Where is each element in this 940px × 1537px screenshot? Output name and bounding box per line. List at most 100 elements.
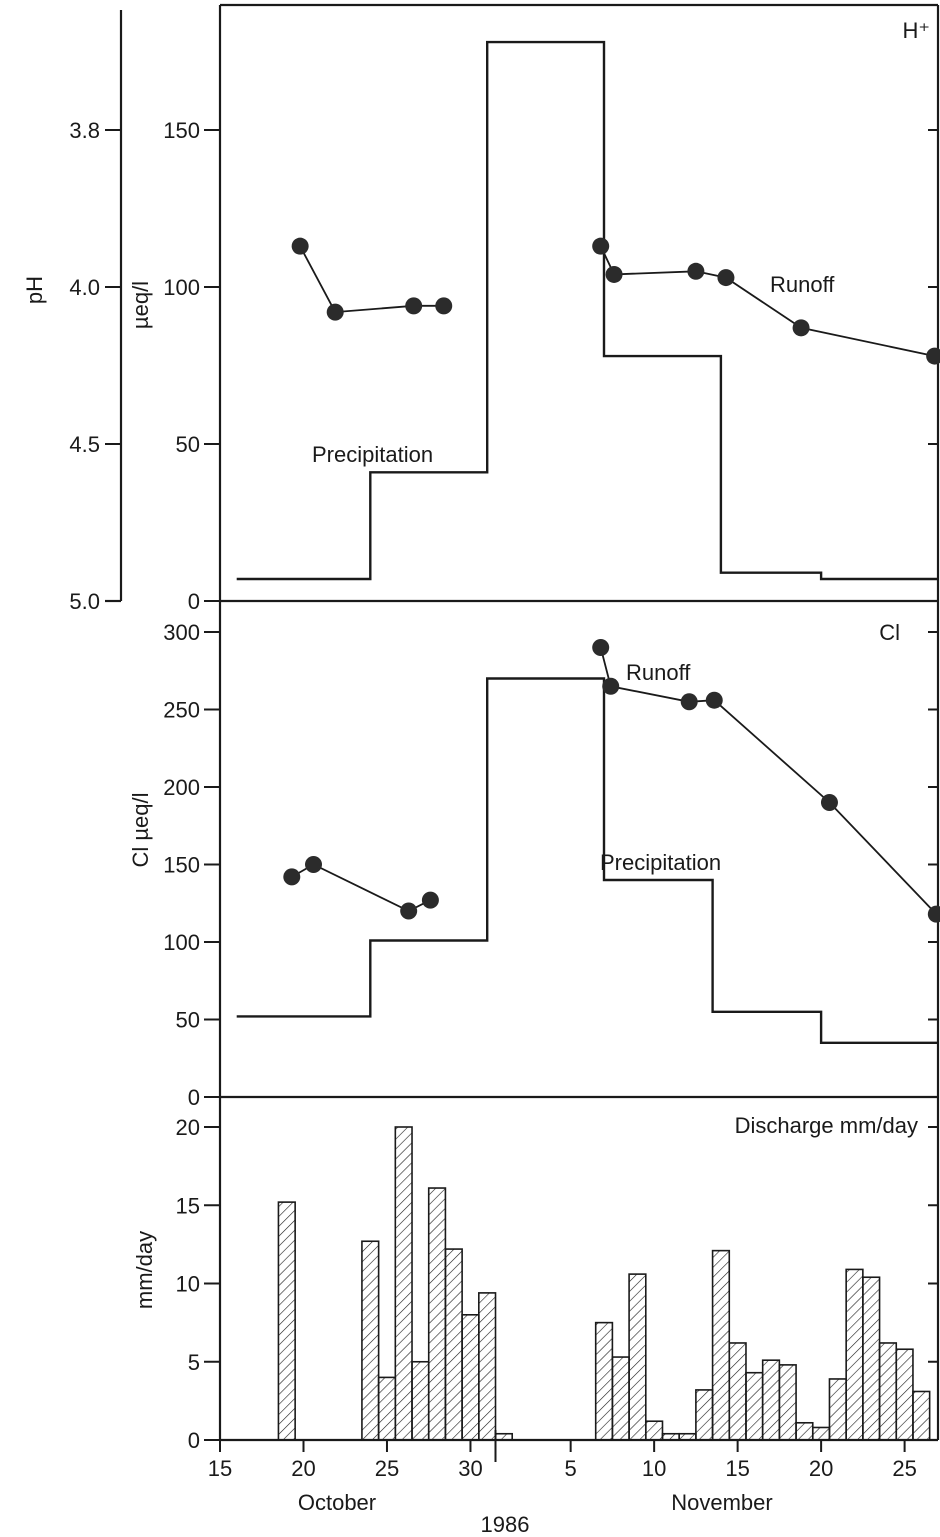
ph-axis-label: pH (22, 276, 47, 304)
cl-y-tick-label: 250 (163, 698, 200, 723)
hplus-runoff-line (299, 245, 444, 314)
cl-y-tick-label: 100 (163, 930, 200, 955)
hplus-runoff-series (291, 237, 940, 365)
frame (105, 3, 940, 1442)
discharge-bar (461, 1314, 480, 1441)
x-axis-ticks: 15 20 25 30 5 10 15 20 25 (208, 1430, 917, 1481)
cl-y-tick-label: 200 (163, 775, 200, 800)
discharge-y-tick-label: 10 (176, 1272, 200, 1297)
x-tick-label: 5 (565, 1456, 577, 1481)
cl-runoff-point (421, 891, 439, 909)
discharge-bar (661, 1432, 680, 1441)
ph-tick-label: 4.5 (69, 432, 100, 457)
ph-tick-label: 5.0 (69, 589, 100, 614)
hplus-runoff-point (405, 297, 423, 315)
cl-runoff-series (283, 639, 940, 923)
month-label-november: November (671, 1490, 772, 1515)
x-tick-label: 25 (375, 1456, 399, 1481)
discharge-bar (828, 1378, 847, 1441)
cl-precipitation-label: Precipitation (600, 850, 721, 875)
discharge-bar (377, 1376, 397, 1441)
cl-y-tick-label: 300 (163, 620, 200, 645)
x-tick-label: 20 (809, 1456, 833, 1481)
discharge-bar (427, 1187, 447, 1441)
ph-tick-label: 3.8 (69, 118, 100, 143)
hplus-runoff-point (926, 347, 940, 365)
discharge-y-tick-label: 0 (188, 1428, 200, 1453)
discharge-bar (795, 1421, 814, 1441)
ph-ticks: 3.8 4.0 4.5 5.0 (69, 118, 121, 614)
discharge-panel-title: Discharge mm/day (735, 1113, 918, 1138)
cl-runoff-point (305, 856, 323, 873)
discharge-bar (277, 1201, 296, 1441)
cl-runoff-point (283, 868, 301, 886)
discharge-bar (394, 1126, 413, 1441)
hplus-y-axis-label: µeq/l (128, 281, 153, 329)
hplus-runoff-point (326, 303, 344, 321)
discharge-bar (845, 1268, 864, 1441)
x-tick-label: 10 (642, 1456, 666, 1481)
cl-runoff-line (291, 863, 431, 913)
year-label: 1986 (481, 1512, 530, 1537)
discharge-bar (695, 1389, 714, 1441)
hplus-y-ticks: 0 50 100 150 (163, 118, 938, 614)
discharge-bar (611, 1356, 630, 1441)
x-tick-label: 30 (458, 1456, 482, 1481)
discharge-panel: 0 5 10 15 20 15 20 25 30 5 10 15 20 25 Discharge mm/… (132, 1113, 938, 1537)
cl-runoff-point (592, 639, 610, 656)
hplus-runoff-label: Runoff (770, 272, 835, 297)
discharge-bar (678, 1432, 697, 1441)
hplus-runoff-point (792, 319, 810, 337)
cl-runoff-point (680, 693, 698, 711)
hplus-precipitation-label: Precipitation (312, 442, 433, 467)
hplus-runoff-line (599, 245, 935, 357)
discharge-bar (728, 1342, 747, 1441)
discharge-bar (778, 1364, 797, 1441)
hplus-runoff-point (605, 265, 623, 283)
x-tick-label: 25 (892, 1456, 916, 1481)
discharge-bar (361, 1240, 380, 1441)
hplus-precipitation-step (236, 40, 938, 581)
cl-runoff-point (927, 905, 940, 923)
discharge-bar (745, 1371, 764, 1441)
cl-runoff-point (820, 794, 838, 811)
x-tick-label: 20 (291, 1456, 315, 1481)
cl-y-ticks: 0 50 100 150 200 250 300 (163, 620, 938, 1110)
discharge-bar (862, 1276, 881, 1441)
hplus-y-tick-label: 0 (188, 589, 200, 614)
discharge-bar (811, 1426, 831, 1441)
hplus-y-tick-label: 100 (163, 275, 200, 300)
cl-panel-title: Cl (879, 620, 900, 645)
cl-runoff-point (400, 902, 418, 920)
hplus-runoff-point (291, 237, 309, 255)
discharge-bar (711, 1249, 731, 1441)
hplus-y-tick-label: 150 (163, 118, 200, 143)
discharge-bar (895, 1348, 914, 1441)
cl-y-tick-label: 50 (176, 1008, 200, 1033)
hplus-runoff-point (435, 297, 453, 315)
discharge-bar (644, 1420, 664, 1441)
cl-runoff-point (705, 691, 723, 709)
discharge-bar (411, 1360, 430, 1441)
cl-y-tick-label: 0 (188, 1085, 200, 1110)
hplus-runoff-point (592, 237, 610, 255)
discharge-y-tick-label: 5 (188, 1350, 200, 1375)
discharge-bar (761, 1359, 781, 1441)
discharge-bar (594, 1321, 614, 1441)
cl-panel: 0 50 100 150 200 250 300 Cl Precipitation Runo… (128, 620, 940, 1110)
cl-precipitation-step (236, 677, 938, 1044)
month-label-october: October (298, 1490, 376, 1515)
discharge-bar (878, 1342, 898, 1441)
discharge-y-tick-label: 20 (176, 1115, 200, 1140)
discharge-y-axis-label: mm/day (132, 1231, 157, 1309)
hplus-panel-title: H⁺ (903, 18, 931, 43)
discharge-bar (478, 1292, 497, 1441)
hplus-runoff-point (687, 262, 705, 280)
discharge-y-tick-label: 15 (176, 1193, 200, 1218)
x-tick-label: 15 (208, 1456, 232, 1481)
discharge-bar (628, 1273, 647, 1441)
discharge-bars (277, 1126, 931, 1441)
hplus-y-tick-label: 50 (176, 432, 200, 457)
